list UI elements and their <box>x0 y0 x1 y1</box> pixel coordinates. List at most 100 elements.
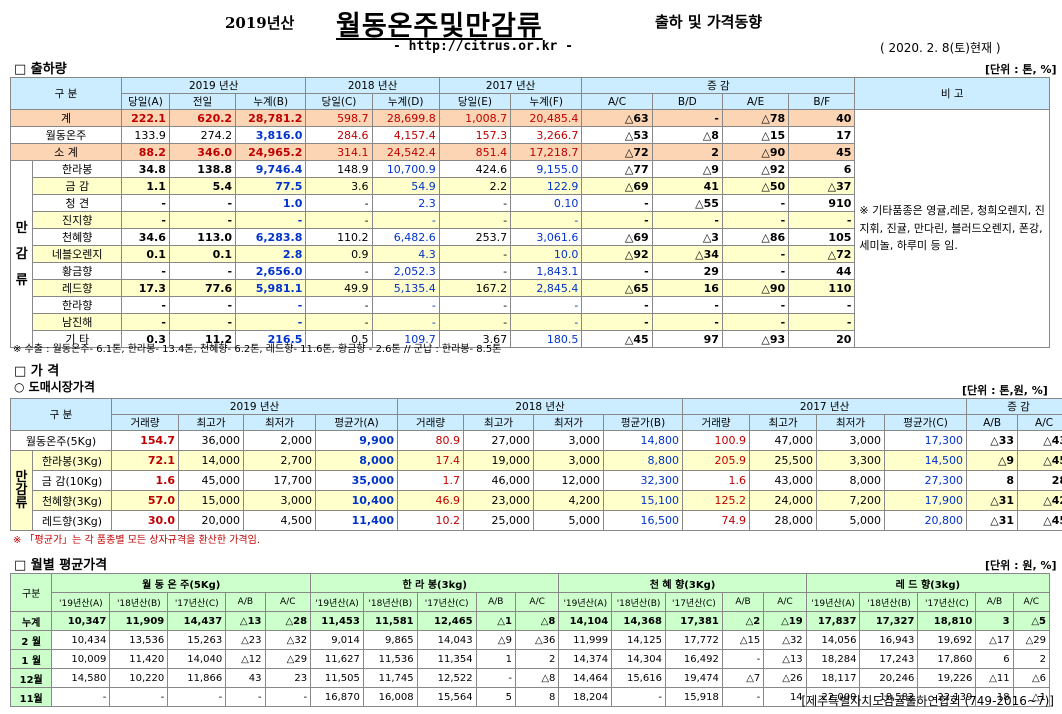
avg-price-note: ※ 「평균가」는 각 품종별 모든 상자규격을 환산한 가격임. <box>13 535 261 546</box>
value-cell: - <box>168 262 237 280</box>
value-cell: 32,300 <box>603 470 684 491</box>
value-cell: △9 <box>475 630 516 650</box>
value-cell: 2.8 <box>235 245 307 263</box>
value-cell: 11,453 <box>310 611 364 631</box>
value-cell: 17,772 <box>664 630 723 650</box>
value-cell: 14,056 <box>805 630 861 650</box>
row-label: 레드향(3Kg) <box>31 510 113 531</box>
value-cell: 222.1 <box>121 109 170 127</box>
value-cell: 14,437 <box>167 611 227 631</box>
value-cell: 14,580 <box>51 668 111 688</box>
shipment-row: 남진해 - - - - - - - - - - - <box>11 313 1050 331</box>
value-cell: 44 <box>788 262 856 280</box>
value-cell: - <box>121 313 170 331</box>
value-cell: 9,865 <box>362 630 418 650</box>
value-cell: 28,699.8 <box>371 109 440 127</box>
row-label: 한라향 <box>32 296 123 314</box>
value-cell: - <box>235 296 307 314</box>
value-cell: 16,008 <box>362 687 418 707</box>
header-cell: 레 드 향(3kg) <box>805 573 1051 593</box>
value-cell: 11,999 <box>558 630 613 650</box>
row-label: 황금향 <box>32 262 123 280</box>
value-cell: 46,000 <box>463 470 535 491</box>
value-cell: 17 <box>788 126 856 144</box>
value-cell: - <box>51 687 111 707</box>
header-cell: 비 고 <box>854 77 1050 110</box>
value-cell: - <box>438 194 512 212</box>
value-cell: △72 <box>788 245 856 263</box>
value-cell: 22,139 <box>917 687 977 707</box>
value-cell: △42 <box>1017 490 1062 511</box>
report-title: 월동온주및만감류 <box>336 11 543 42</box>
value-cell: - <box>168 313 237 331</box>
value-cell: 20,246 <box>859 668 919 688</box>
value-cell: 3,266.7 <box>510 126 583 144</box>
value-cell: - <box>305 262 373 280</box>
header-cell: 한 라 봉(3kg) <box>310 573 560 593</box>
value-cell: 25,500 <box>749 450 818 471</box>
value-cell: 28,000 <box>749 510 818 531</box>
value-cell: △19 <box>763 611 807 631</box>
value-cell: 14,000 <box>178 450 245 471</box>
value-cell: 17,243 <box>859 649 919 669</box>
header-cell: 최저가 <box>533 414 605 431</box>
site-url[interactable]: - http://citrus.or.kr - <box>393 39 574 54</box>
value-cell: 15,263 <box>167 630 227 650</box>
value-cell: 7,200 <box>816 490 886 511</box>
value-cell: 16,492 <box>664 649 723 669</box>
header-cell: 2019 년산 <box>121 77 307 94</box>
value-cell: 16 <box>651 279 723 297</box>
header-row: 거래량 최고가 최저가 평균가(A) 거래량 최고가 최저가 평균가(B) 거래량 최고가 최저가 평… <box>11 414 1062 431</box>
value-cell: △86 <box>721 228 790 246</box>
value-cell: 424.6 <box>438 160 512 178</box>
shipment-section-title: □ 출하량 <box>14 62 67 77</box>
value-cell: △90 <box>721 279 790 297</box>
value-cell: 110.2 <box>305 228 373 246</box>
value-cell: 17,700 <box>243 470 317 491</box>
value-cell: 9,900 <box>315 430 399 451</box>
monthly-unit: [단위 : 원, %] <box>985 559 1057 572</box>
row-label: 소 계 <box>9 143 123 161</box>
value-cell: △34 <box>651 245 723 263</box>
price-row: 만 감 류 한라봉(3Kg) 72.1 14,000 2,700 8,000 17.4 19,00… <box>10 450 1062 531</box>
value-cell: - <box>371 296 440 314</box>
value-cell: 105 <box>788 228 856 246</box>
value-cell: - <box>651 109 723 127</box>
value-cell: △13 <box>225 611 266 631</box>
row-label: 월동온주 <box>9 126 123 144</box>
value-cell: △36 <box>514 630 560 650</box>
value-cell: 97 <box>651 330 723 348</box>
value-cell: △77 <box>581 160 653 178</box>
value-cell: 5,981.1 <box>235 279 307 297</box>
header-cell: '19년산(A) <box>805 592 861 612</box>
value-cell: 15,000 <box>178 490 245 511</box>
value-cell: 24,965.2 <box>235 143 307 161</box>
value-cell: 0.3 <box>121 330 170 348</box>
value-cell: 14,500 <box>884 450 968 471</box>
header-cell: 누계(F) <box>510 93 583 110</box>
value-cell: 0.1 <box>168 245 237 263</box>
row-label: 레드향 <box>32 279 123 297</box>
value-cell: 10.2 <box>397 510 465 531</box>
monthly-row: 누계 10,347 11,909 14,437 △13 △28 11,453 11,581 12… <box>9 611 1051 631</box>
value-cell: △32 <box>763 630 807 650</box>
header-row: 구 분 2019 년산 2018 년산 2017 년산 증 감 <box>9 398 1062 431</box>
value-cell: 15,564 <box>416 687 477 707</box>
value-cell: 11,354 <box>416 649 477 669</box>
value-cell: - <box>788 211 856 229</box>
value-cell: 6,482.6 <box>371 228 440 246</box>
shipment-row: 기 타 0.3 11.2 216.5 0.5 109.7 3.67 180.5 △45 97 △93… <box>11 330 1050 348</box>
value-cell: - <box>121 262 170 280</box>
value-cell: 8 <box>514 687 560 707</box>
value-cell: 9,155.0 <box>510 160 583 178</box>
header-cell: 당일(A) <box>121 93 170 110</box>
value-cell: 10,220 <box>109 668 169 688</box>
value-cell: 28,781.2 <box>235 109 307 127</box>
report-year: 2019년산 <box>225 14 295 32</box>
value-cell: - <box>721 313 790 331</box>
header-cell: 2017 년산 <box>438 77 583 94</box>
value-cell: - <box>510 296 583 314</box>
value-cell: △45 <box>1017 510 1062 531</box>
value-cell: 24,000 <box>749 490 818 511</box>
